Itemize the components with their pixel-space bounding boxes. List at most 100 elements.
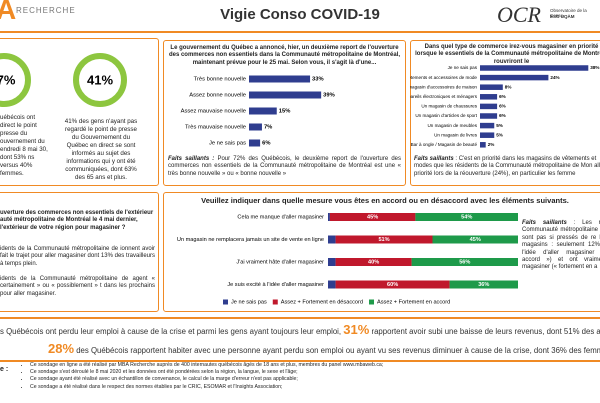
bar-segment bbox=[449, 280, 518, 289]
highlight-text: : C'est en priorité dans les magasins de… bbox=[414, 156, 600, 177]
band-rule bbox=[0, 360, 600, 362]
value-label: 33% bbox=[312, 77, 324, 83]
legend-label: Je ne sais pas bbox=[231, 299, 267, 305]
jobs-line: 28% des Québécois rapportent habiter ave… bbox=[48, 341, 600, 356]
bar bbox=[480, 103, 498, 110]
bar bbox=[249, 123, 262, 131]
note: Ce sondage a été réalisé dans le respect… bbox=[30, 384, 590, 390]
notes-title: e : bbox=[0, 366, 9, 373]
question: Dans quel type de commerce irez-vous mag… bbox=[415, 44, 600, 65]
value-label: 60% bbox=[387, 282, 398, 288]
bar bbox=[480, 132, 495, 138]
category-label: Très bonne nouvelle bbox=[194, 77, 246, 83]
question: Le gouvernement du Québec a annoncé, hie… bbox=[168, 45, 401, 66]
bar bbox=[249, 75, 311, 83]
highlight-label: Faits saillants : bbox=[168, 156, 215, 162]
category-label: Un magasin d'articles de sport bbox=[415, 113, 477, 118]
question: uverture des commerces non essentiels de… bbox=[0, 210, 154, 231]
bar bbox=[480, 65, 589, 71]
bar-segment bbox=[328, 258, 336, 266]
notes: Ce sondage en ligne a été réalisé par MB… bbox=[6, 362, 590, 391]
brand: RECHERCHE bbox=[16, 6, 76, 15]
watch-panel bbox=[0, 38, 159, 186]
bar-segment bbox=[328, 213, 330, 221]
bar bbox=[480, 84, 503, 90]
category-label: Je ne sais pas bbox=[448, 65, 478, 70]
value-label: 6% bbox=[499, 113, 506, 118]
value-label: 40% bbox=[368, 259, 379, 265]
value-label: 45% bbox=[470, 237, 481, 243]
legend-label: Assez + Fortement en désaccord bbox=[281, 299, 363, 305]
bar-segment bbox=[335, 280, 450, 289]
category-label: Assez mauvaise nouvelle bbox=[181, 109, 246, 115]
bar-segment bbox=[328, 280, 336, 289]
legend-swatch bbox=[369, 299, 375, 305]
jobs-text: des Québécois rapportent habiter avec un… bbox=[76, 346, 600, 355]
value-label: 24% bbox=[550, 75, 559, 80]
highlight: Faits saillants : C'est en priorité dans… bbox=[414, 156, 600, 178]
category-label: Un magasin ne remplacera jamais un site … bbox=[177, 237, 324, 243]
value-label: 7% bbox=[264, 125, 272, 131]
highlight-label: Faits saillants bbox=[522, 220, 567, 226]
bar-segment bbox=[432, 235, 518, 244]
highlight: Faits saillants : Pour 72% des Québécois… bbox=[168, 156, 401, 178]
value-label: 5% bbox=[496, 123, 503, 128]
bar bbox=[480, 74, 549, 81]
value-label: 2% bbox=[488, 142, 495, 147]
highlight: Faits saillants : Les rés Communauté mét… bbox=[522, 220, 600, 272]
value-label: 39% bbox=[323, 93, 335, 99]
jobs-text: rapportent avoir subi une baisse de leur… bbox=[371, 327, 600, 336]
circle bbox=[0, 53, 31, 107]
highlight-text: Pour 72% des Québécois, le deuxième repo… bbox=[168, 156, 402, 177]
paragraph: idents de la Communauté métropolitaine d… bbox=[0, 276, 155, 297]
reopening-chart: Très bonne nouvelle 33% Assez bonne nouvel… bbox=[181, 75, 335, 147]
category-label: Très mauvaise nouvelle bbox=[185, 125, 246, 131]
category-label: Un magasin d'accessoires de maison bbox=[410, 84, 477, 89]
bar-segment bbox=[415, 213, 518, 221]
logo-sub: Observatoire de la Conso bbox=[550, 8, 587, 18]
category-label: Un magasin de livres bbox=[434, 132, 478, 137]
category-label: Je suis excité à l'idée d'aller magasine… bbox=[227, 282, 324, 288]
category-label: Salon de coiffure / Bar à ongle / Magasi… bbox=[410, 142, 477, 147]
note: Ce sondage en ligne a été réalisé par MB… bbox=[30, 362, 590, 368]
brand-mark: A bbox=[0, 0, 17, 25]
bar bbox=[249, 107, 277, 115]
circle bbox=[73, 53, 127, 107]
jobs-line: s Québécois ont perdu leur emploi à caus… bbox=[0, 322, 600, 337]
agreement-panel bbox=[163, 192, 600, 312]
category-label: Cela me manque d'aller magasiner bbox=[237, 214, 324, 220]
value-label: 6% bbox=[262, 141, 270, 147]
value-label: 8% bbox=[505, 84, 512, 89]
jobs-stat: 28% bbox=[48, 341, 75, 356]
value-label: 6% bbox=[499, 94, 506, 99]
bar bbox=[249, 139, 261, 147]
stat-text: 41% des gens n'ayant pas regardé le poin… bbox=[64, 118, 138, 181]
band-rule bbox=[0, 317, 600, 319]
paragraph: idents de la Communauté métropolitaine d… bbox=[0, 246, 155, 267]
title: Vigie Conso COVID-19 bbox=[220, 6, 380, 23]
value-label: 15% bbox=[279, 109, 291, 115]
bar-segment bbox=[329, 213, 416, 221]
logo: OCR bbox=[497, 2, 541, 27]
value-label: 56% bbox=[459, 259, 470, 265]
stat-text: uébécois ont direct le point presse du o… bbox=[0, 114, 48, 177]
note: Ce sondage ayant été réalisé avec un éch… bbox=[30, 376, 590, 382]
bar bbox=[480, 142, 486, 148]
value-label: 45% bbox=[367, 214, 378, 220]
category-label: Un magasin de chaussures bbox=[421, 104, 477, 109]
value-label: 38% bbox=[590, 65, 599, 70]
bar bbox=[249, 91, 322, 99]
watch-circles: 7% 41% bbox=[0, 53, 127, 107]
note: Ce sondage s'est déroulé le 8 mai 2020 e… bbox=[30, 369, 590, 375]
category-label: J'ai vraiment hâte d'aller magasiner bbox=[236, 259, 324, 265]
bar bbox=[480, 94, 498, 100]
category-label: Je ne sais pas bbox=[209, 141, 246, 147]
category-label: Un magasin de meubles bbox=[427, 123, 477, 128]
header-rule bbox=[0, 31, 600, 33]
bar bbox=[480, 113, 498, 119]
category-label: Assez bonne nouvelle bbox=[189, 93, 246, 99]
value-label: 6% bbox=[499, 104, 506, 109]
category-label: Un magasin de vêtements et accessoires d… bbox=[410, 75, 477, 80]
highlight-text: : Les rés Communauté métropolitaine ne s… bbox=[522, 220, 600, 271]
category-label: Un magasin d'appareils électroniques et … bbox=[410, 94, 478, 99]
